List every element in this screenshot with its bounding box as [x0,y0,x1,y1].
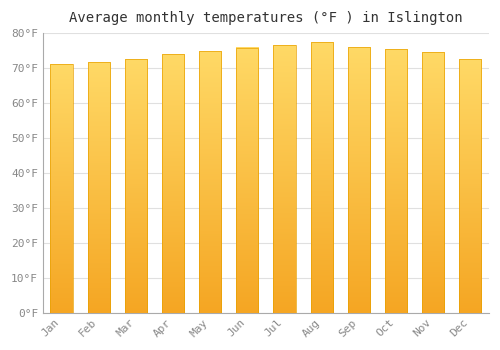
Bar [274,46,295,313]
Bar [385,49,407,313]
Bar [88,62,110,313]
Bar [50,64,72,313]
Bar [162,54,184,313]
Bar [124,59,147,313]
Bar [310,42,333,313]
Bar [459,60,481,313]
Title: Average monthly temperatures (°F ) in Islington: Average monthly temperatures (°F ) in Is… [69,11,462,25]
Bar [422,52,444,313]
Bar [236,48,258,313]
Bar [348,47,370,313]
Bar [199,51,222,313]
